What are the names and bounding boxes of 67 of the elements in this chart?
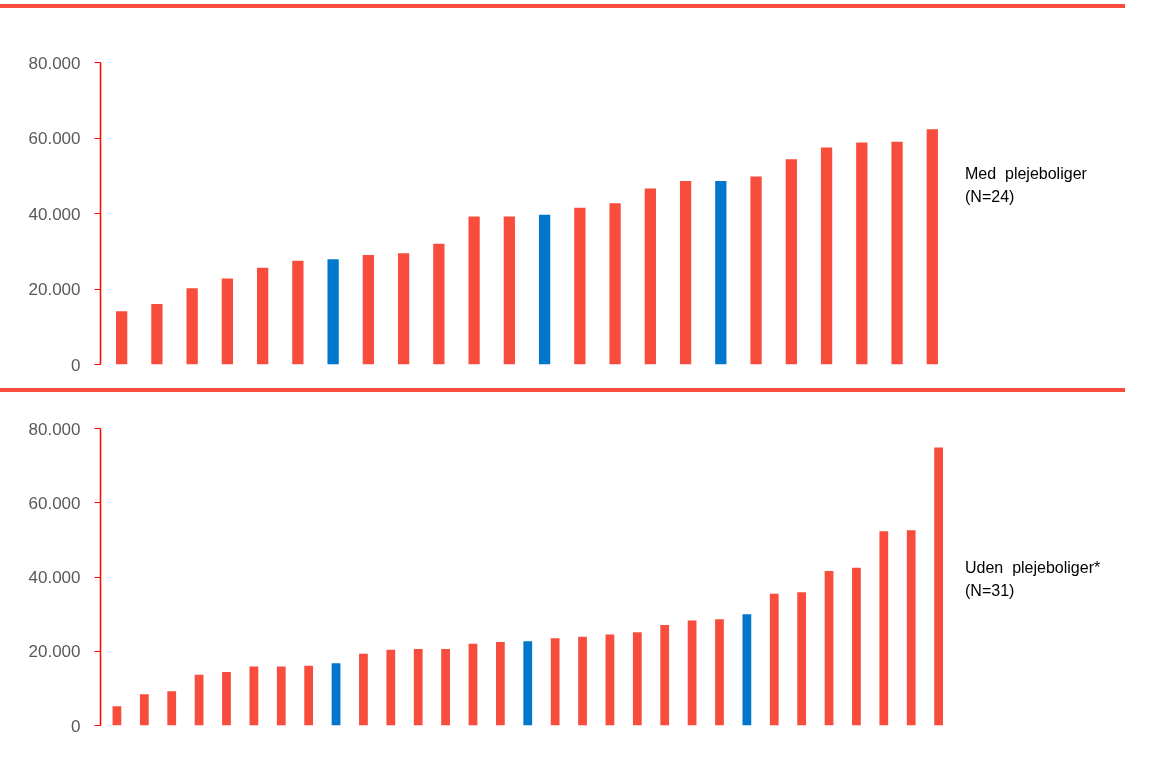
bar xyxy=(112,706,122,726)
bar xyxy=(386,649,396,726)
bar xyxy=(934,447,943,726)
y-tick-label: 40.000 xyxy=(28,568,81,587)
bar xyxy=(797,592,807,726)
bar xyxy=(632,632,642,726)
bar xyxy=(715,181,727,365)
y-tick-label: 40.000 xyxy=(28,204,81,224)
y-tick-label: 0 xyxy=(71,716,81,736)
bar xyxy=(495,641,505,726)
bar xyxy=(139,694,149,726)
bar xyxy=(879,531,889,726)
y-tick-label: 60.000 xyxy=(28,493,81,513)
bar xyxy=(194,674,204,726)
bar xyxy=(785,159,797,365)
bar xyxy=(327,259,339,365)
bar xyxy=(468,643,478,726)
bar xyxy=(249,666,259,726)
bar xyxy=(605,634,615,726)
bar xyxy=(906,530,916,726)
bar xyxy=(523,641,533,726)
bar xyxy=(550,638,560,726)
y-tick-label: 80.000 xyxy=(28,419,81,439)
bar xyxy=(891,141,903,365)
bar xyxy=(433,243,445,365)
bar xyxy=(742,614,752,726)
bar xyxy=(574,207,586,365)
bar xyxy=(538,214,551,365)
bar xyxy=(151,304,163,365)
bar xyxy=(362,255,375,365)
bar xyxy=(609,203,621,365)
y-tick-label: 0 xyxy=(71,355,81,375)
bar xyxy=(221,278,234,365)
bar xyxy=(256,267,269,365)
y-tick-label: 80.000 xyxy=(28,53,81,73)
bar xyxy=(116,311,128,365)
y-tick-label: 20.000 xyxy=(28,642,81,662)
bar xyxy=(687,620,697,726)
bar xyxy=(769,593,779,726)
y-tick-label: 60.000 xyxy=(28,129,81,148)
bar xyxy=(292,260,304,365)
bar xyxy=(660,624,670,726)
bar xyxy=(359,653,368,726)
bar xyxy=(852,567,861,726)
bar xyxy=(222,672,231,726)
bar xyxy=(167,691,177,726)
bar xyxy=(750,176,762,365)
bar xyxy=(679,181,692,365)
bar xyxy=(304,665,314,726)
bar xyxy=(856,142,868,365)
bar xyxy=(820,147,833,365)
bar xyxy=(644,188,656,365)
y-tick-label: 20.000 xyxy=(28,280,81,299)
bar xyxy=(468,216,480,365)
bar xyxy=(397,253,410,365)
bar xyxy=(715,619,724,726)
bar xyxy=(331,663,341,726)
bar xyxy=(441,649,450,726)
bar xyxy=(413,649,423,726)
text: Uden plejeboliger* (N=31) xyxy=(965,558,1101,601)
bar xyxy=(578,636,587,726)
bar xyxy=(186,288,198,365)
bar xyxy=(824,571,834,726)
bar xyxy=(276,666,286,726)
text: Med plejeboliger (N=24) xyxy=(965,164,1087,207)
bar xyxy=(926,129,938,365)
bar xyxy=(503,216,515,365)
